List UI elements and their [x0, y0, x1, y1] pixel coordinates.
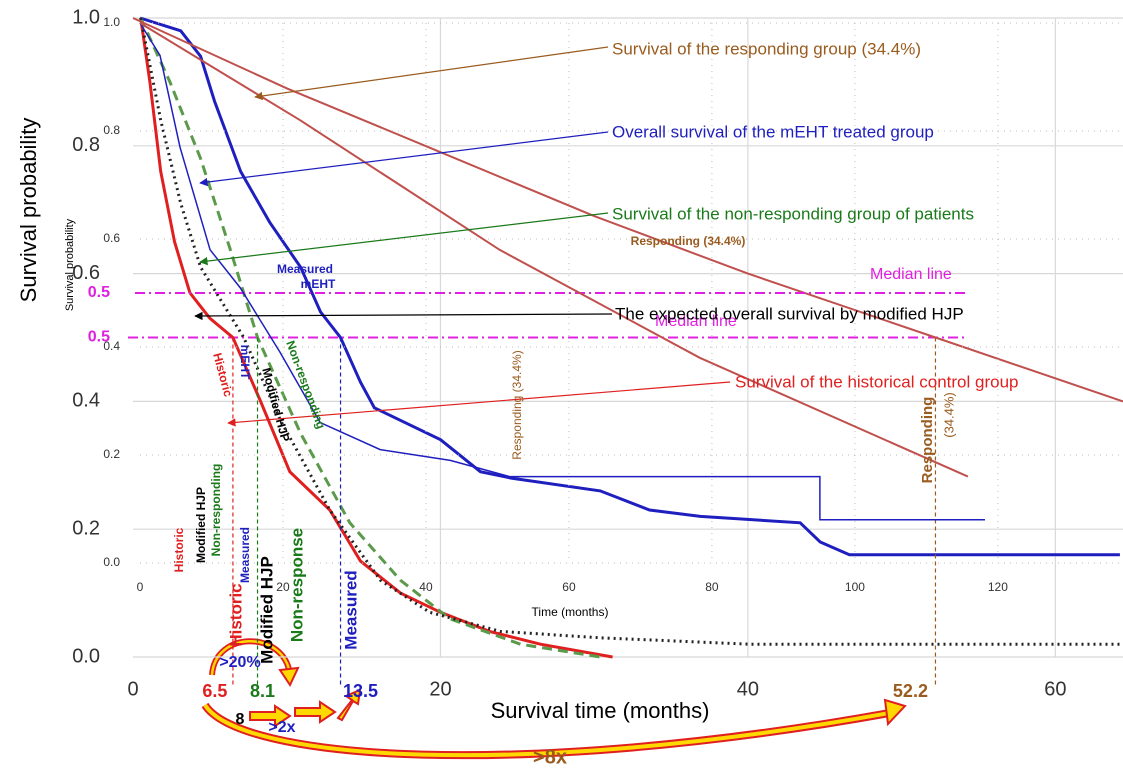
annotation-arrow: [199, 131, 609, 187]
y-tick-label: 0.2: [103, 447, 120, 461]
series-line: [139, 16, 1120, 557]
y-tick-label: 0.4: [103, 339, 120, 353]
annotation: Modified HJP: [257, 556, 276, 664]
annotation: Modified HJP: [194, 487, 208, 563]
annotation: Measured: [238, 527, 252, 583]
x-axis-label: Time (months): [532, 605, 609, 619]
annotation-arrow: [199, 212, 609, 266]
plot: 0.0 0.2 0.4 0.6 0.8 1.0 0 20 40 60 Survival probab…: [16, 6, 1123, 723]
median-value: 6.5: [202, 681, 227, 701]
annotation: Survival of the responding group (34.4%): [612, 39, 921, 58]
x-tick-label: 0: [137, 580, 144, 594]
x-tick-label: 60: [562, 580, 576, 594]
y-axis-label: Survival probability: [16, 118, 41, 303]
median-value: 13.5: [343, 681, 378, 701]
arrow-head: [883, 698, 907, 727]
y-tick-label: 1.0: [72, 6, 100, 28]
arrow-2x: [336, 688, 362, 722]
annotation: mEHT: [238, 345, 252, 380]
annotation: >2x: [268, 719, 295, 736]
y-axis-label: Survival probability: [64, 218, 76, 311]
annotation: >20%: [219, 654, 260, 671]
annotation: Responding (34.4%): [631, 234, 746, 248]
annotation: Measured: [277, 262, 333, 276]
annotation: Modified HJP: [259, 366, 292, 443]
arrow-head: [278, 666, 300, 688]
y-tick-label: 0.0: [72, 645, 100, 667]
y-tick-label: 0.0: [103, 555, 120, 569]
x-tick-label: 40: [737, 678, 759, 700]
median-value: 8.1: [250, 681, 275, 701]
y-tick-label: 0.8: [72, 134, 100, 156]
y-tick-label: 1.0: [103, 15, 120, 29]
annotation: Non-response: [287, 528, 306, 642]
y-tick-label: 0.4: [72, 390, 100, 412]
annotation: mEHT: [301, 277, 336, 291]
median-line-label: Median line: [870, 266, 952, 283]
arrow-20-inner: [210, 640, 292, 676]
annotation: Survival of the historical control group: [735, 372, 1018, 391]
median-value: 52.2: [893, 681, 928, 701]
x-axis-label: Survival time (months): [491, 698, 710, 723]
y-tick-label: 0.6: [72, 262, 100, 284]
annotation-arrow: [254, 46, 609, 101]
median-line-label: Median line: [655, 313, 737, 330]
annotation: Non-responding: [209, 464, 223, 557]
x-tick-label: 120: [988, 580, 1008, 594]
y-tick-label: 0.2: [72, 517, 100, 539]
annotation: 8: [236, 711, 245, 728]
annotation: Historic: [226, 583, 245, 646]
y-tick-label: 0.6: [103, 231, 120, 245]
series-line: [139, 17, 613, 659]
annotation: Historic: [210, 351, 235, 398]
annotation-arrow: [194, 311, 613, 321]
annotation: Responding (34.4%): [510, 350, 524, 459]
y-tick-label: 0.8: [103, 123, 120, 137]
annotation: >8x: [533, 746, 567, 768]
x-tick-label: 80: [705, 580, 719, 594]
x-tick-label: 20: [429, 678, 451, 700]
median-value-label: 0.5: [88, 284, 110, 301]
x-tick-label: 20: [276, 580, 290, 594]
x-tick-label: 100: [845, 580, 865, 594]
annotation: The expected overall survival by modifie…: [615, 304, 964, 323]
annotation-arrow: [227, 381, 731, 427]
big-arrows: [201, 638, 907, 760]
x-tick-label: 0: [127, 678, 138, 700]
annotation: Overall survival of the mEHT treated gro…: [612, 122, 934, 141]
series-line: [139, 22, 985, 521]
annotation: Survival of the non-responding group of …: [612, 204, 974, 223]
annotation: Measured: [341, 570, 360, 649]
arrow-2x: [249, 704, 292, 728]
x-tick-label: 40: [419, 580, 433, 594]
x-tick-label: 60: [1044, 678, 1066, 700]
median-value-label: 0.5: [88, 329, 110, 346]
arrow-2x: [294, 700, 337, 724]
annotation: Historic: [172, 527, 186, 572]
annotation: Responding: [919, 397, 936, 484]
annotation: (34.4%): [941, 392, 956, 438]
plot: 0.0 0.2 0.4 0.6 0.8 1.0 0 20 40 60 80 100 120 Surviva…: [64, 15, 1123, 619]
series-line: [139, 17, 601, 659]
series-line: [139, 22, 969, 478]
arrow-8x-inner: [203, 703, 896, 758]
